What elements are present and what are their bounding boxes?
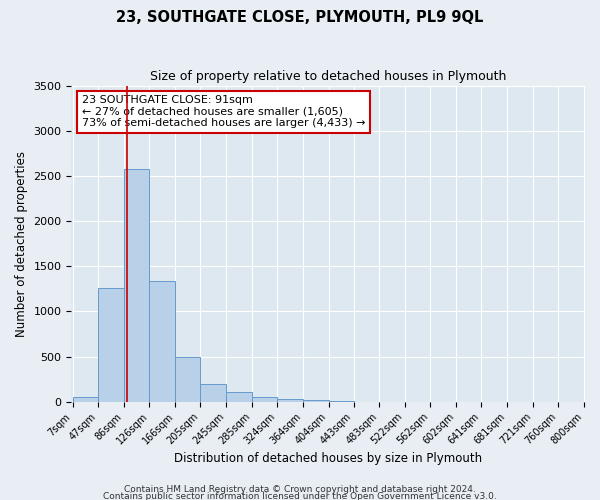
Bar: [252, 397, 277, 402]
Bar: [98, 288, 124, 402]
Text: Contains HM Land Registry data © Crown copyright and database right 2024.: Contains HM Land Registry data © Crown c…: [124, 486, 476, 494]
Bar: [149, 280, 175, 402]
Bar: [277, 399, 303, 402]
Title: Size of property relative to detached houses in Plymouth: Size of property relative to detached ho…: [150, 70, 506, 83]
Text: 23 SOUTHGATE CLOSE: 91sqm
← 27% of detached houses are smaller (1,605)
73% of se: 23 SOUTHGATE CLOSE: 91sqm ← 27% of detac…: [82, 95, 365, 128]
X-axis label: Distribution of detached houses by size in Plymouth: Distribution of detached houses by size …: [174, 452, 482, 465]
Bar: [226, 392, 252, 402]
Bar: [200, 384, 226, 402]
Bar: [73, 397, 98, 402]
Bar: [175, 356, 200, 402]
Bar: [303, 400, 329, 402]
Y-axis label: Number of detached properties: Number of detached properties: [15, 150, 28, 336]
Bar: [124, 168, 149, 402]
Text: Contains public sector information licensed under the Open Government Licence v3: Contains public sector information licen…: [103, 492, 497, 500]
Text: 23, SOUTHGATE CLOSE, PLYMOUTH, PL9 9QL: 23, SOUTHGATE CLOSE, PLYMOUTH, PL9 9QL: [116, 10, 484, 25]
